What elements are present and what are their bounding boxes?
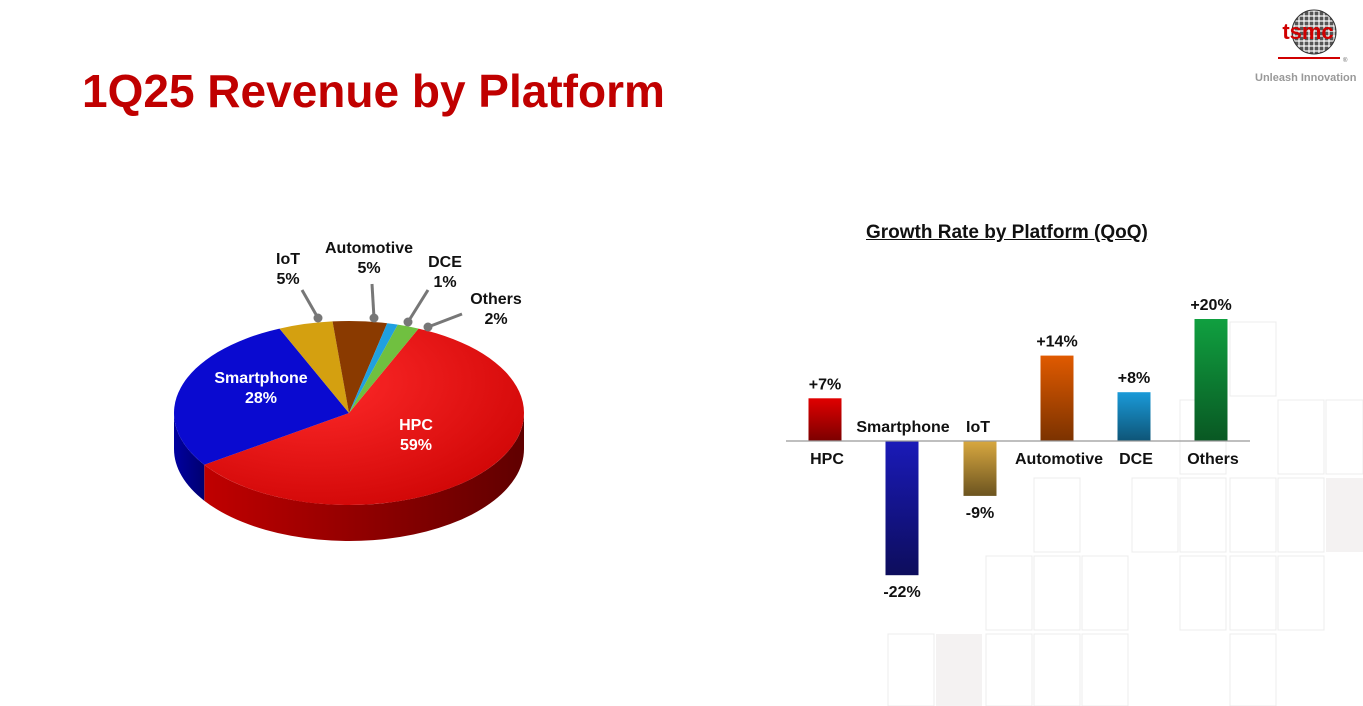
- pie-value-hpc: 59%: [400, 437, 432, 454]
- bar-value-smartphone: -22%: [883, 584, 920, 601]
- pie-leader-dot-dce: [403, 317, 413, 327]
- bar-smartphone: [885, 441, 919, 576]
- pie-slice-automotive: [332, 321, 388, 413]
- pie-leader-dot-iot: [313, 313, 323, 323]
- pie-slice-hpc: [204, 328, 524, 506]
- pie-label-iot: IoT: [276, 251, 300, 268]
- bar-category-dce: DCE: [1119, 451, 1153, 468]
- logo-text: tsmc: [1282, 19, 1333, 44]
- bar-chart: +7% HPC -22% Smartphone -9% IoT +14% Automotive…: [786, 297, 1250, 601]
- pie-value-dce: 1%: [433, 274, 456, 291]
- bar-category-hpc: HPC: [810, 451, 844, 468]
- pie-chart: HPC 59% Smartphone 28% IoT 5% Automotive 5% DCE 1…: [174, 240, 524, 541]
- bar-value-automotive: +14%: [1036, 334, 1077, 351]
- pie-slice-smartphone: [174, 328, 349, 465]
- bar-value-dce: +8%: [1118, 370, 1150, 387]
- bar-iot: [963, 441, 997, 496]
- logo-tagline: Unleash Innovation: [1255, 72, 1357, 84]
- bar-automotive: [1040, 355, 1074, 441]
- pie-side-hpc: [204, 413, 524, 541]
- bar-others: [1194, 319, 1228, 441]
- pie-leader-iot: [300, 289, 320, 319]
- bar-category-others: Others: [1187, 451, 1239, 468]
- pie-label-others: Others: [470, 291, 522, 308]
- bar-dce: [1117, 392, 1151, 441]
- bar-category-smartphone: Smartphone: [856, 419, 949, 436]
- pie-leader-dot-automotive: [369, 313, 379, 323]
- pie-label-hpc: HPC: [399, 417, 433, 434]
- pie-label-smartphone: Smartphone: [214, 370, 307, 387]
- pie-value-smartphone: 28%: [245, 390, 277, 407]
- bar-value-hpc: +7%: [809, 376, 841, 393]
- bar-chart-title: Growth Rate by Platform (QoQ): [866, 222, 1148, 243]
- pie-leader-dot-others: [423, 322, 433, 332]
- pie-value-iot: 5%: [276, 271, 299, 288]
- pie-value-automotive: 5%: [357, 260, 380, 277]
- logo-registered: ®: [1343, 57, 1348, 64]
- bar-value-iot: -9%: [966, 505, 994, 522]
- bar-category-automotive: Automotive: [1015, 451, 1103, 468]
- pie-leader-dce: [406, 289, 430, 323]
- bar-value-others: +20%: [1190, 297, 1231, 314]
- pie-leader-others: [427, 312, 463, 329]
- bar-category-iot: IoT: [966, 419, 990, 436]
- pie-label-automotive: Automotive: [325, 240, 413, 257]
- pie-value-others: 2%: [484, 311, 507, 328]
- pie-slice-others: [349, 324, 419, 413]
- pie-label-dce: DCE: [428, 254, 462, 271]
- slide-title: 1Q25 Revenue by Platform: [82, 65, 665, 117]
- bar-hpc: [808, 398, 842, 441]
- tsmc-logo: tsmc ®: [1278, 9, 1348, 64]
- pie-slice-dce: [349, 323, 398, 413]
- pie-side-smartphone: [174, 413, 205, 501]
- pie-slice-iot: [279, 321, 349, 413]
- pie-leader-automotive: [370, 283, 376, 319]
